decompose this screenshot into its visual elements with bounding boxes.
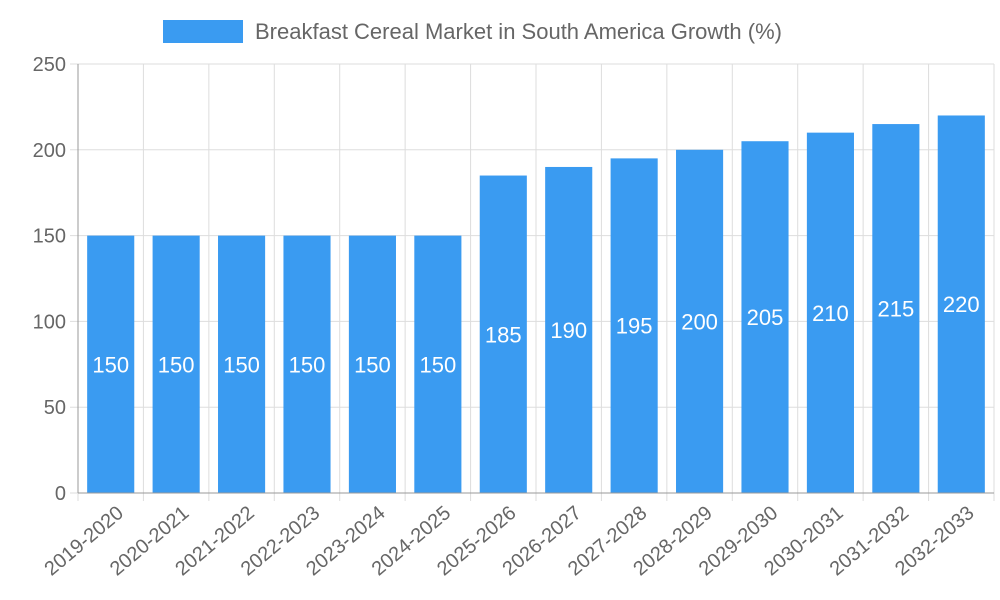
bar bbox=[479, 175, 527, 494]
bar bbox=[872, 124, 920, 493]
data-label: 205 bbox=[747, 305, 784, 330]
data-label: 150 bbox=[354, 352, 391, 377]
y-tick-label: 200 bbox=[33, 140, 66, 162]
bar bbox=[937, 115, 985, 493]
bar bbox=[218, 235, 266, 493]
data-label: 185 bbox=[485, 322, 522, 347]
data-label: 150 bbox=[223, 352, 260, 377]
data-label: 190 bbox=[550, 318, 587, 343]
data-label: 150 bbox=[289, 352, 326, 377]
x-axis: 2019-20202020-20212021-20222022-20232023… bbox=[41, 492, 994, 580]
bar bbox=[348, 235, 396, 493]
bar bbox=[806, 132, 854, 493]
data-label: 210 bbox=[812, 301, 849, 326]
bars bbox=[87, 115, 985, 494]
bar bbox=[152, 235, 200, 493]
y-tick-label: 250 bbox=[33, 54, 66, 76]
data-label: 215 bbox=[877, 297, 914, 322]
bar bbox=[87, 235, 135, 493]
bar bbox=[414, 235, 462, 493]
y-tick-label: 100 bbox=[33, 311, 66, 333]
bar bbox=[610, 158, 658, 493]
y-tick-label: 50 bbox=[44, 397, 66, 419]
gridlines bbox=[70, 63, 995, 501]
bar bbox=[545, 166, 593, 493]
legend-label: Breakfast Cereal Market in South America… bbox=[255, 19, 782, 44]
y-tick-label: 0 bbox=[55, 483, 66, 505]
data-label: 195 bbox=[616, 314, 653, 339]
bar bbox=[283, 235, 331, 493]
legend[interactable]: Breakfast Cereal Market in South America… bbox=[163, 19, 782, 44]
data-label: 150 bbox=[158, 352, 195, 377]
y-tick-label: 150 bbox=[33, 226, 66, 248]
legend-swatch bbox=[163, 20, 243, 43]
data-label: 220 bbox=[943, 292, 980, 317]
data-label: 150 bbox=[92, 352, 129, 377]
data-label: 150 bbox=[419, 352, 456, 377]
data-label: 200 bbox=[681, 309, 718, 334]
bar bbox=[741, 141, 789, 493]
bar bbox=[676, 149, 724, 494]
data-labels: 150 150 150 150 150 150 185 190 195 200 205 210 215 2… bbox=[92, 292, 979, 377]
y-axis: 0 50 100 150 200 250 bbox=[33, 54, 79, 505]
